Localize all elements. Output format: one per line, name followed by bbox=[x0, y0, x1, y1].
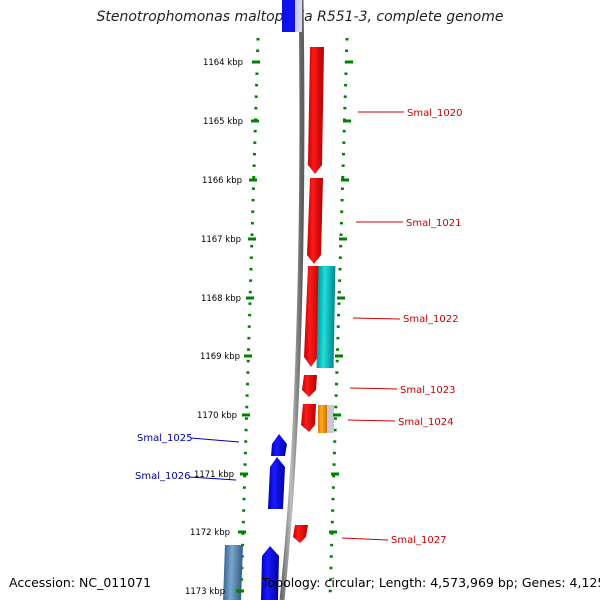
right-tick-marks bbox=[329, 60, 353, 534]
tick-label: 1166 kbp bbox=[202, 176, 242, 186]
tick-label: 1173 kbp bbox=[185, 587, 225, 597]
gene-label-smal-1020: Smal_1020 bbox=[407, 108, 462, 119]
gene-label-smal-1026: Smal_1026 bbox=[135, 471, 190, 482]
label-leader-line bbox=[190, 437, 240, 443]
tick-label: 1171 kbp bbox=[194, 470, 234, 480]
gene-feature-smal-1024 bbox=[301, 404, 316, 432]
tick-label: 1172 kbp bbox=[190, 528, 230, 538]
gene-feature-smal-1025 bbox=[271, 434, 287, 456]
tick-label: 1164 kbp bbox=[203, 58, 243, 68]
tick-labels: 1164 kbp 1165 kbp 1166 kbp 1167 kbp 1168… bbox=[185, 58, 243, 597]
gene-label-smal-1022: Smal_1022 bbox=[403, 314, 458, 325]
label-leader-line bbox=[352, 317, 401, 320]
reverse-genes bbox=[261, 434, 287, 600]
gene-feature-smal-1023 bbox=[302, 375, 317, 397]
tick-label: 1165 kbp bbox=[203, 117, 243, 127]
left-dotted-track bbox=[239, 37, 260, 599]
gene-label-smal-1027: Smal_1027 bbox=[391, 535, 446, 546]
gene-feature-smal-1022 bbox=[304, 266, 321, 367]
tick-label: 1167 kbp bbox=[201, 235, 241, 245]
gene-label-smal-1023: Smal_1023 bbox=[400, 385, 455, 396]
tick-marks bbox=[236, 60, 260, 593]
tick-label: 1168 kbp bbox=[201, 294, 241, 304]
label-leader-line bbox=[349, 387, 398, 390]
gene-feature-blue-bottom bbox=[261, 546, 279, 600]
label-leader-line bbox=[347, 419, 396, 422]
right-dotted-track bbox=[328, 37, 349, 599]
tick-label: 1169 kbp bbox=[200, 352, 240, 362]
forward-genes bbox=[293, 47, 324, 543]
gene-feature-blue-top bbox=[282, 0, 295, 32]
gene-feature-grey bbox=[327, 405, 334, 433]
gene-feature-smal-1020 bbox=[308, 47, 324, 174]
accession-text: Accession: NC_011071 bbox=[9, 575, 152, 590]
gene-label-smal-1025: Smal_1025 bbox=[137, 433, 192, 444]
gene-feature-orange bbox=[318, 405, 327, 433]
gene-feature-smal-1026 bbox=[268, 457, 285, 509]
gene-label-smal-1021: Smal_1021 bbox=[406, 218, 461, 229]
forward-gene-labels: Smal_1020 Smal_1021 Smal_1022 Smal_1023 … bbox=[341, 108, 462, 546]
label-leader-line bbox=[188, 476, 237, 481]
gene-label-smal-1024: Smal_1024 bbox=[398, 417, 453, 428]
gene-feature-smal-1027 bbox=[293, 525, 308, 543]
reverse-gene-labels: Smal_1025 Smal_1026 bbox=[135, 433, 240, 482]
genome-backbone bbox=[279, 0, 305, 600]
gene-feature-smal-1021 bbox=[307, 178, 323, 264]
label-leader-line bbox=[341, 537, 389, 541]
tick-dot-tracks bbox=[239, 37, 349, 599]
topology-text: Topology: circular; Length: 4,573,969 bp… bbox=[262, 575, 600, 590]
tick-label: 1170 kbp bbox=[197, 411, 237, 421]
gene-feature-teal bbox=[316, 266, 336, 368]
gene-feature-steel bbox=[223, 545, 243, 600]
